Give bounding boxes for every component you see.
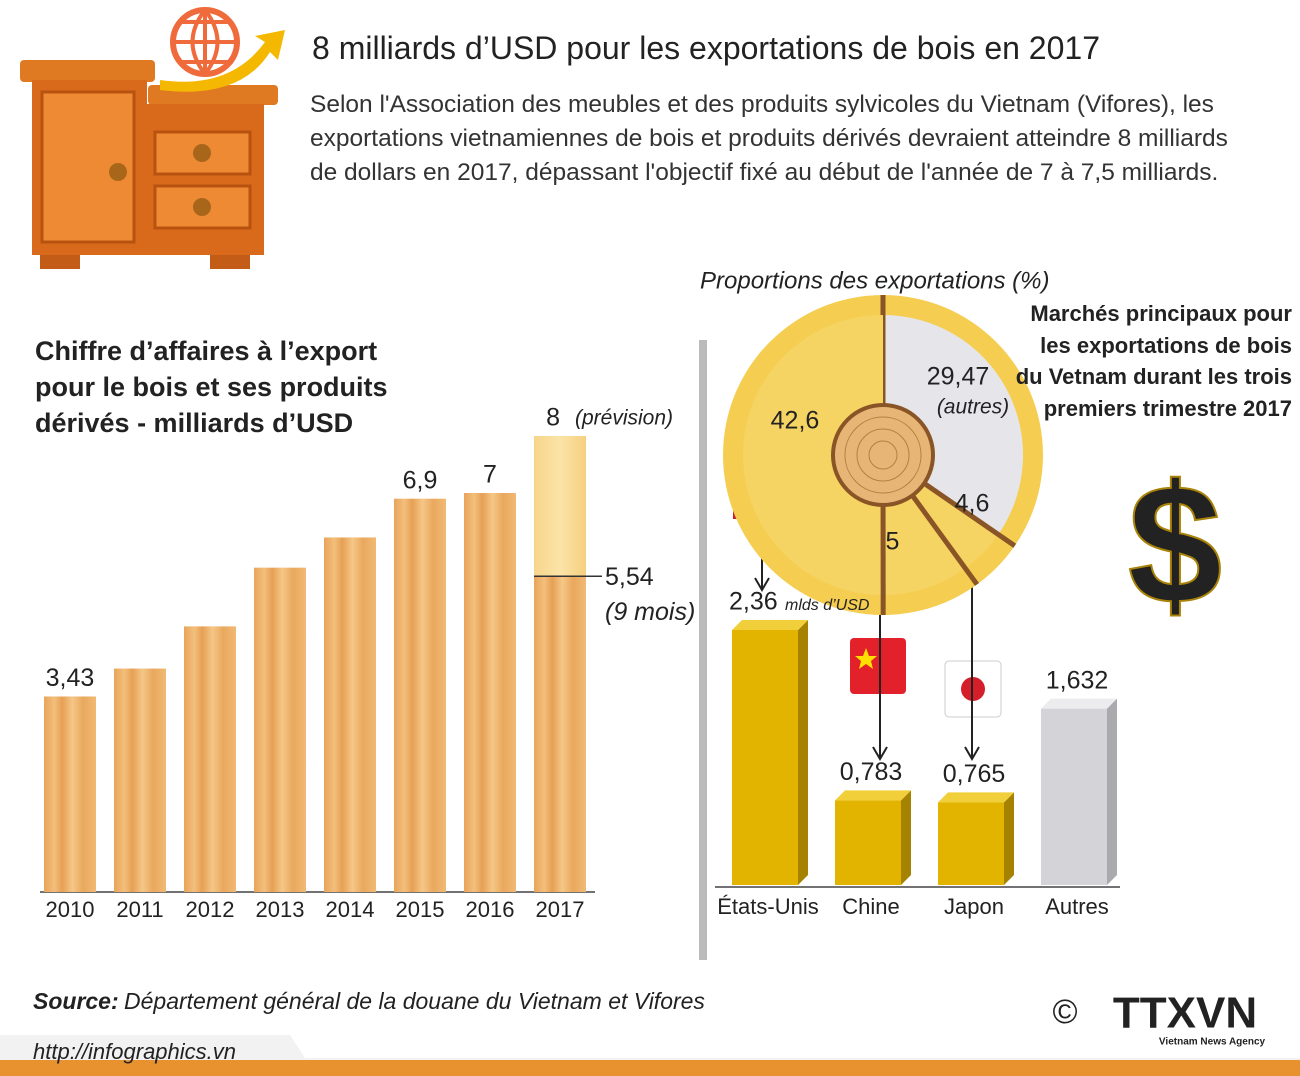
logo-subtitle: Vietnam News Agency	[1159, 1037, 1266, 1048]
value-label: 4,6	[955, 490, 990, 518]
source-text: Département général de la douane du Viet…	[124, 988, 705, 1014]
bar-side	[1004, 792, 1014, 885]
bar-top	[732, 620, 808, 630]
value-label: 7	[483, 461, 497, 489]
url: http://infographics.vn	[33, 1039, 236, 1064]
value-label: 0,765	[943, 760, 1006, 788]
bar	[254, 567, 306, 892]
x-tick-label: 2012	[186, 897, 235, 922]
value-label: 6,9	[403, 466, 438, 494]
x-tick-label: 2014	[326, 897, 375, 922]
x-tick-label: Japon	[944, 894, 1004, 919]
bar	[184, 626, 236, 892]
footer-bar	[0, 1060, 1300, 1076]
bar	[324, 537, 376, 892]
bar	[938, 802, 1004, 885]
bar	[1041, 708, 1107, 885]
bar-side	[798, 620, 808, 885]
x-tick-label: 2016	[466, 897, 515, 922]
pie-slice	[743, 315, 884, 595]
x-tick-label: Chine	[842, 894, 899, 919]
x-tick-label: 2011	[116, 897, 163, 922]
x-tick-label: 2015	[396, 897, 445, 922]
bar	[114, 668, 166, 892]
bar	[394, 498, 446, 892]
bar	[44, 696, 96, 892]
value-label: 2,36	[729, 588, 778, 616]
value-label: 42,6	[771, 407, 820, 435]
source-label: Source:	[33, 988, 119, 1014]
x-tick-label: 2013	[256, 897, 305, 922]
bar-top	[835, 790, 911, 801]
value-label: 1,632	[1046, 666, 1109, 694]
logo-name: TTXVN	[1113, 989, 1257, 1038]
chart-title: Marchés principaux pour les exportations…	[1015, 301, 1292, 421]
description: Selon l'Association des meubles et des p…	[310, 91, 1228, 186]
bar-side	[901, 790, 911, 885]
value-label: 0,783	[840, 758, 903, 786]
bar	[464, 493, 516, 892]
slice-divider	[909, 492, 980, 586]
logo-symbol: ©	[1052, 993, 1077, 1031]
chart-title: Chiffre d’affaires à l’export pour le bo…	[35, 336, 388, 438]
pie-slice	[883, 315, 1023, 535]
annotation: 5,54	[605, 563, 654, 591]
wood-ring	[844, 416, 922, 494]
annotation: (autres)	[937, 396, 1009, 419]
bar-segment	[534, 576, 586, 892]
chart-title: Proportions des exportations (%)	[700, 267, 1050, 294]
value-label: 3,43	[46, 664, 95, 692]
x-tick-label: Autres	[1045, 894, 1109, 919]
bar	[732, 630, 798, 885]
dresser-illustration	[20, 7, 285, 269]
flag-china	[850, 638, 906, 694]
bar-side	[1107, 698, 1117, 885]
value-label: 29,47	[927, 363, 990, 391]
bar-top	[938, 792, 1014, 803]
dollar-sign: $	[1128, 450, 1223, 640]
x-tick-label: 2010	[46, 897, 95, 922]
wood-ring	[868, 440, 898, 470]
title: 8 milliards d’USD pour les exportations …	[312, 30, 1100, 66]
value-label: 8	[546, 404, 560, 432]
x-tick-label: 2017	[536, 897, 585, 922]
bar	[835, 800, 901, 885]
annotation: (9 mois)	[605, 598, 695, 626]
annotation: (prévision)	[575, 407, 673, 430]
unit-label: mlds d’USD	[785, 597, 870, 614]
wood-ring	[856, 428, 910, 482]
slice-divider	[921, 480, 1017, 548]
wood-stump	[831, 403, 935, 507]
bar-top	[1041, 698, 1117, 709]
x-tick-label: États-Unis	[717, 894, 818, 919]
